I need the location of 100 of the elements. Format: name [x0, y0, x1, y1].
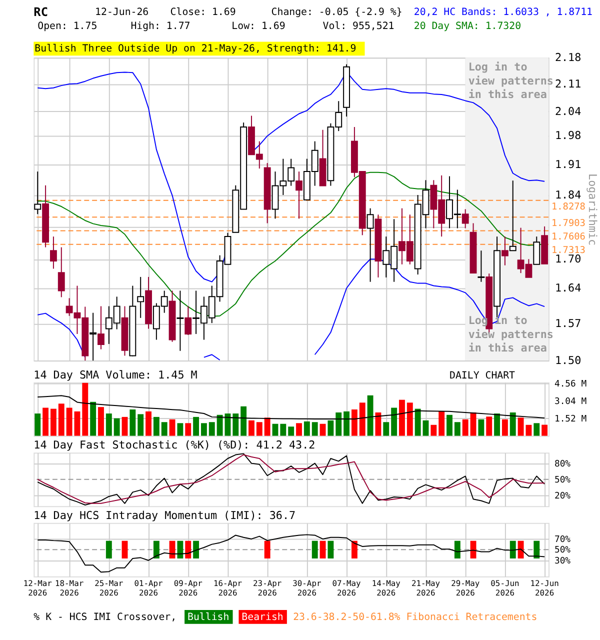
text: 20 Day SMA: 1.7320: [414, 20, 522, 32]
ref-line-label: 1.8278: [551, 201, 586, 212]
chart-title: 14 Day HCS Intraday Momentum (IMI): 36.7: [34, 508, 296, 522]
bar: [430, 424, 437, 436]
x-tick-label: 29-May 2026: [451, 578, 480, 598]
text: Close: 1.69: [170, 7, 236, 18]
candlestick: [296, 171, 302, 220]
band-label: Log in to view patterns in this area: [468, 60, 554, 102]
bar: [74, 411, 80, 436]
candlestick: [34, 171, 42, 215]
bar: [422, 420, 429, 436]
bar: [106, 413, 112, 436]
chart-title: 14 Day Fast Stochastic (%K) (%D): 41.2 43.2: [34, 438, 316, 452]
y-tick-label: 50%: [554, 546, 572, 556]
bar: [98, 407, 104, 436]
bar: [542, 424, 548, 436]
y-tick-label: 2.18: [554, 51, 582, 64]
bar: [502, 419, 508, 436]
bar: [383, 422, 390, 436]
text: Bullish Three Outside Up on 21-May-26, Strength: 141.9: [34, 44, 356, 55]
bar: [146, 411, 152, 436]
bar: [494, 413, 500, 436]
y-tick-label: 30%: [554, 556, 572, 566]
line-series: [37, 395, 546, 420]
candlestick: [50, 236, 57, 270]
bar: [367, 395, 374, 436]
bar: [312, 422, 318, 436]
candlestick: [366, 208, 374, 282]
bar: [50, 408, 56, 436]
bar: [264, 418, 270, 436]
bar: [256, 422, 262, 436]
bar: [58, 404, 64, 436]
text: 12-Jun-26: [95, 7, 149, 18]
y-tick-label: 50%: [554, 475, 572, 486]
bar: [138, 414, 144, 436]
y-tick-label: 80%: [554, 459, 572, 470]
y-tick-label: 2.04: [554, 104, 582, 118]
bar: [153, 416, 160, 436]
bar: [336, 412, 342, 436]
text: 20,2 HC Bands: 1.6033 , 1.8711: [414, 7, 593, 18]
bar: [90, 402, 96, 436]
bar: [114, 418, 120, 436]
bar: [328, 420, 334, 436]
y-tick-label: 2.11: [554, 77, 582, 90]
y-tick-label: 20%: [554, 491, 572, 502]
bar: [272, 424, 278, 436]
bar: [122, 416, 128, 436]
candlestick: [478, 250, 485, 282]
candlestick: [98, 306, 104, 350]
bar: [454, 422, 460, 436]
x-tick-label: 23-Apr 2026: [253, 578, 282, 598]
y-tick-label: 3.04 M: [554, 396, 587, 407]
x-tick-label: 14-May 2026: [372, 578, 401, 598]
text: Low: 1.69: [232, 20, 286, 32]
x-tick-label: 21-May 2026: [411, 578, 440, 598]
bar: [66, 408, 72, 436]
candlestick: [90, 312, 97, 362]
x-tick-label: 07-May 2026: [332, 578, 362, 598]
y-tick-label: 4.56 M: [554, 379, 587, 390]
x-tick-label: 12-Mar 2026: [23, 578, 52, 598]
bar: [169, 419, 176, 436]
y-tick-label: 1.52 M: [554, 414, 587, 424]
bar: [216, 414, 223, 436]
text: 23.6-38.2-50-61.8% Fibonacci Retracements: [293, 612, 538, 623]
bar: [534, 423, 540, 436]
bar: [359, 402, 366, 436]
candlestick: [462, 208, 469, 229]
x-tick-label: 01-Apr 2026: [134, 578, 164, 598]
bar: [414, 408, 421, 436]
ref-line-label: 1.7903: [551, 218, 586, 230]
x-tick-label: 12-Jun 2026: [530, 578, 560, 598]
bar: [185, 423, 192, 436]
bar: [375, 412, 382, 436]
bar: [42, 408, 49, 436]
x-tick-label: 25-Mar 2026: [94, 578, 124, 598]
text: Bullish: [188, 612, 230, 623]
bar: [232, 413, 239, 436]
bar: [248, 420, 254, 436]
chart-title: 14 Day SMA Volume: 1.45 M: [34, 368, 198, 382]
candlestick: [501, 236, 508, 266]
bar: [486, 416, 492, 436]
bar: [391, 408, 398, 436]
line-series: [37, 534, 546, 573]
bar: [82, 382, 88, 436]
y-tick-label: 70%: [554, 534, 572, 545]
text: High: 1.77: [130, 20, 190, 32]
text: Vol: 955,521: [322, 20, 394, 32]
bar: [200, 423, 207, 436]
y-tick-label: 1.98: [554, 129, 582, 142]
bar: [399, 400, 405, 436]
candlestick: [184, 306, 192, 336]
candlestick: [176, 290, 184, 352]
y-tick-label: 1.64: [554, 282, 582, 295]
candlestick: [58, 246, 65, 298]
bar: [510, 412, 516, 436]
text: Open: 1.75: [38, 20, 98, 32]
bar: [240, 406, 247, 436]
bar: [177, 423, 184, 436]
bar: [478, 419, 484, 436]
bar: [438, 411, 445, 436]
